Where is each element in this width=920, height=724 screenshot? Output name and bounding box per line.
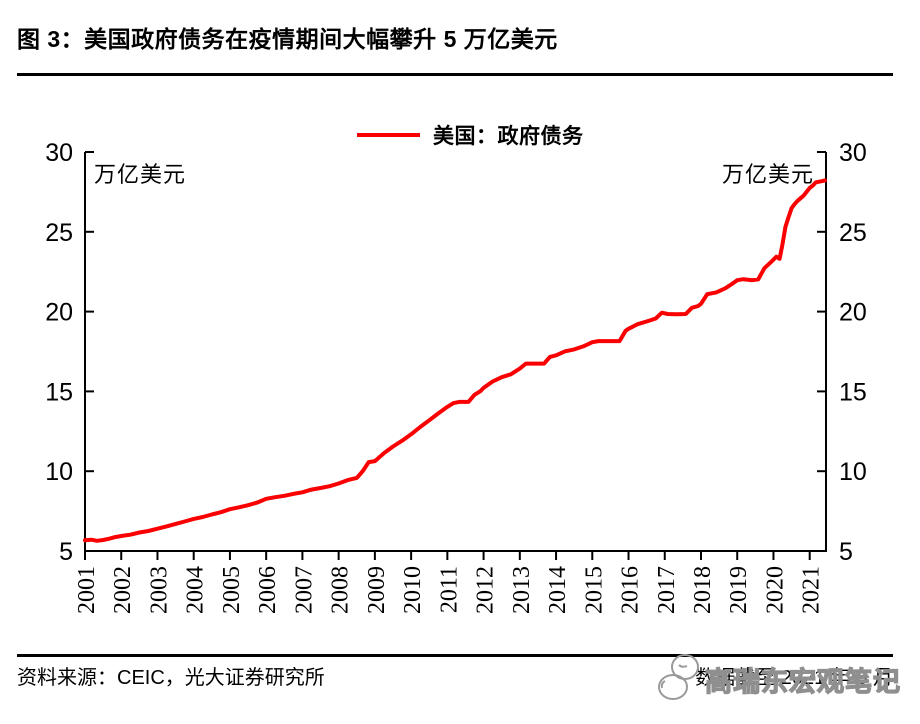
watermark-text: 高瑞东宏观笔记 bbox=[704, 666, 901, 697]
svg-text:2012: 2012 bbox=[473, 566, 499, 614]
svg-text:10: 10 bbox=[839, 458, 867, 486]
svg-text:20: 20 bbox=[45, 299, 73, 327]
svg-text:2018: 2018 bbox=[690, 566, 716, 614]
source-note: 资料来源：CEIC，光大证券研究所 bbox=[17, 667, 325, 689]
svg-text:25: 25 bbox=[839, 219, 867, 247]
svg-text:2010: 2010 bbox=[400, 566, 426, 614]
svg-text:2004: 2004 bbox=[183, 566, 209, 614]
svg-text:30: 30 bbox=[45, 139, 73, 167]
y-axis-unit-left: 万亿美元 bbox=[94, 162, 187, 187]
svg-text:2021: 2021 bbox=[799, 566, 825, 614]
svg-text:2005: 2005 bbox=[219, 566, 245, 614]
chart-legend: 美国：政府债务 bbox=[357, 120, 584, 150]
svg-text:2006: 2006 bbox=[255, 566, 281, 614]
svg-text:2003: 2003 bbox=[146, 566, 172, 614]
svg-text:15: 15 bbox=[839, 378, 867, 406]
svg-text:10: 10 bbox=[45, 458, 73, 486]
svg-text:2007: 2007 bbox=[291, 566, 317, 614]
svg-text:2011: 2011 bbox=[436, 566, 462, 613]
watermark: 高瑞东宏观笔记 bbox=[655, 651, 901, 703]
data-cutoff-note: 数据截至 2021 年 5 月 bbox=[695, 667, 893, 689]
svg-text:30: 30 bbox=[839, 139, 867, 167]
svg-text:5: 5 bbox=[59, 538, 73, 566]
footer-divider bbox=[17, 654, 893, 657]
svg-text:2019: 2019 bbox=[726, 566, 752, 614]
legend-line-swatch bbox=[357, 133, 420, 137]
legend-label: 美国：政府债务 bbox=[433, 125, 584, 148]
svg-text:2020: 2020 bbox=[762, 566, 788, 614]
y-axis-unit-right: 万亿美元 bbox=[721, 162, 814, 187]
svg-text:2013: 2013 bbox=[509, 566, 535, 614]
svg-text:25: 25 bbox=[45, 219, 73, 247]
mascot-doodle-icon bbox=[658, 654, 699, 700]
figure-title: 图 3：美国政府债务在疫情期间大幅攀升 5 万亿美元 bbox=[17, 26, 558, 52]
svg-text:2002: 2002 bbox=[110, 566, 136, 614]
svg-text:2017: 2017 bbox=[654, 566, 680, 614]
svg-text:2015: 2015 bbox=[581, 566, 607, 614]
svg-text:2008: 2008 bbox=[328, 566, 354, 614]
svg-text:2016: 2016 bbox=[618, 566, 644, 614]
svg-text:5: 5 bbox=[839, 538, 853, 566]
svg-text:2009: 2009 bbox=[364, 566, 390, 614]
title-divider bbox=[17, 73, 893, 76]
svg-text:2014: 2014 bbox=[545, 566, 571, 614]
svg-text:2001: 2001 bbox=[74, 566, 100, 614]
svg-text:20: 20 bbox=[839, 299, 867, 327]
svg-text:15: 15 bbox=[45, 378, 73, 406]
